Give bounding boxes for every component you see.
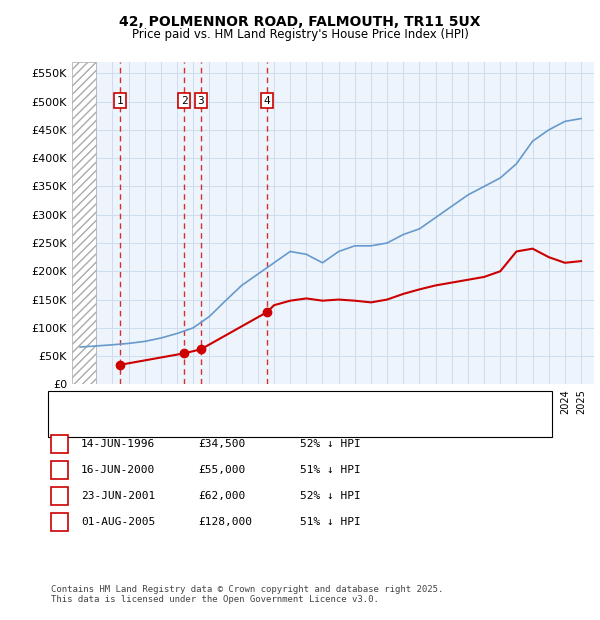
- Text: £62,000: £62,000: [198, 491, 245, 501]
- Text: 14-JUN-1996: 14-JUN-1996: [81, 439, 155, 449]
- Text: £128,000: £128,000: [198, 517, 252, 527]
- Text: 3: 3: [56, 491, 63, 501]
- Text: Price paid vs. HM Land Registry's House Price Index (HPI): Price paid vs. HM Land Registry's House …: [131, 28, 469, 41]
- Text: 52% ↓ HPI: 52% ↓ HPI: [300, 439, 361, 449]
- Bar: [72, 62, 96, 384]
- Text: 4: 4: [56, 517, 63, 527]
- Text: £55,000: £55,000: [198, 465, 245, 475]
- Text: Contains HM Land Registry data © Crown copyright and database right 2025.
This d: Contains HM Land Registry data © Crown c…: [51, 585, 443, 604]
- Text: 1: 1: [56, 439, 63, 449]
- Text: 42, POLMENNOR ROAD, FALMOUTH, TR11 5UX: 42, POLMENNOR ROAD, FALMOUTH, TR11 5UX: [119, 16, 481, 30]
- Text: 3: 3: [197, 95, 204, 105]
- Text: 23-JUN-2001: 23-JUN-2001: [81, 491, 155, 501]
- Text: 1: 1: [116, 95, 123, 105]
- Text: 51% ↓ HPI: 51% ↓ HPI: [300, 517, 361, 527]
- Text: 2: 2: [181, 95, 188, 105]
- Text: 51% ↓ HPI: 51% ↓ HPI: [300, 465, 361, 475]
- Text: 4: 4: [264, 95, 271, 105]
- Text: HPI: Average price, detached house, Cornwall: HPI: Average price, detached house, Corn…: [102, 423, 377, 433]
- Text: £34,500: £34,500: [198, 439, 245, 449]
- Text: 42, POLMENNOR ROAD, FALMOUTH, TR11 5UX (detached house): 42, POLMENNOR ROAD, FALMOUTH, TR11 5UX (…: [102, 412, 446, 422]
- Text: 01-AUG-2005: 01-AUG-2005: [81, 517, 155, 527]
- Text: 52% ↓ HPI: 52% ↓ HPI: [300, 491, 361, 501]
- Text: 2: 2: [56, 465, 63, 475]
- Text: 16-JUN-2000: 16-JUN-2000: [81, 465, 155, 475]
